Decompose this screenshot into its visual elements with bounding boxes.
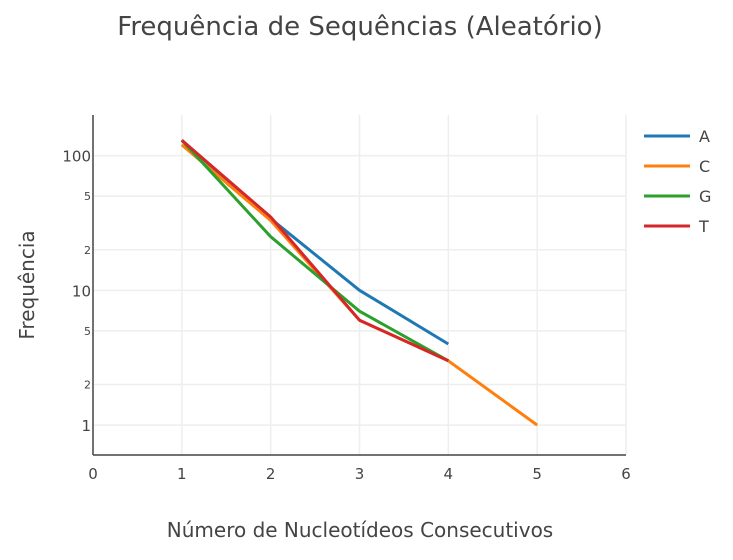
legend-item-t[interactable]: T [644,217,709,236]
legend-label: A [699,127,710,146]
y-tick-labels: 1 10 100 2 5 2 5 [62,148,91,436]
y-tick-label: 100 [62,148,91,166]
legend-item-c[interactable]: C [644,157,710,176]
y-axis-title: Frequência [15,230,39,339]
grid [93,115,627,455]
series-lines [180,139,539,427]
x-tick-label: 3 [355,465,365,483]
x-tick-label: 1 [177,465,187,483]
chart-title: Frequência de Sequências (Aleatório) [117,12,602,42]
y-minor-tick-label: 5 [84,325,91,338]
y-minor-tick-label: 5 [84,190,91,203]
y-minor-tick-label: 2 [84,244,91,257]
legend-label: G [699,187,711,206]
y-tick-label: 1 [81,417,91,435]
legend-label: T [698,217,709,236]
x-tick-label: 4 [444,465,454,483]
y-minor-tick-label: 2 [84,379,91,392]
series-line-g [180,139,450,363]
legend-item-a[interactable]: A [644,127,710,146]
y-tick-label: 10 [72,282,91,300]
x-tick-label: 0 [88,465,98,483]
series-line-t [180,139,449,363]
x-tick-labels: 0 1 2 3 4 5 6 [88,465,631,483]
x-tick-label: 2 [266,465,276,483]
x-tick-label: 6 [621,465,631,483]
legend-label: C [699,157,710,176]
x-axis-title: Número de Nucleotídeos Consecutivos [167,518,553,542]
legend-item-g[interactable]: G [644,187,711,206]
x-tick-label: 5 [532,465,542,483]
series-line-a [180,139,450,346]
